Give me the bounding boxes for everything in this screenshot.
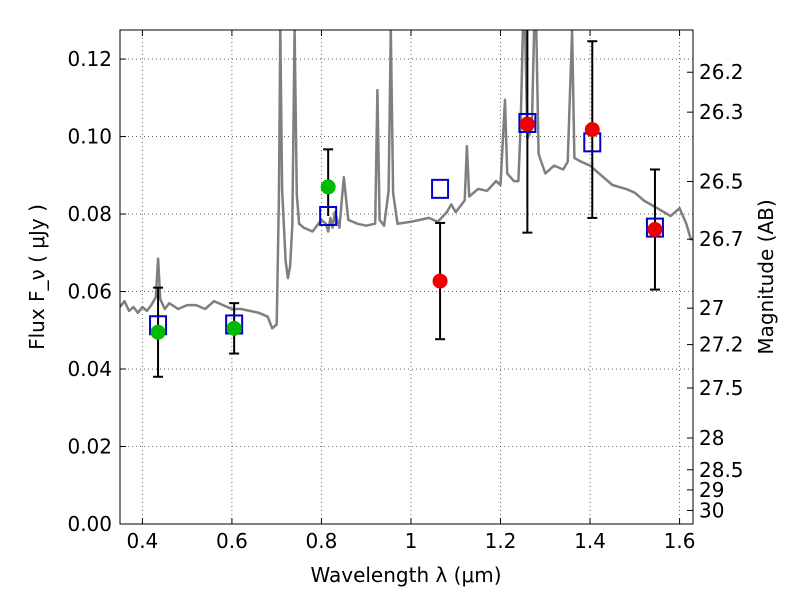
right-tick-label: 26.7: [699, 227, 744, 251]
detection-marker: [320, 179, 336, 195]
right-tick-label: 26.2: [699, 60, 744, 84]
right-tick-label: 30: [699, 498, 724, 522]
right-tick-label: 28: [699, 426, 724, 450]
x-tick-label: 1: [405, 529, 418, 553]
detection-marker: [647, 222, 663, 238]
x-tick-label: 0.4: [126, 529, 158, 553]
model-photometry-marker: [431, 178, 450, 199]
y-tick-label: 0.12: [67, 47, 112, 71]
x-axis-label: Wavelength λ (μm): [310, 563, 501, 587]
right-tick-label: 27.2: [699, 333, 744, 357]
model-photometry-marker: [319, 205, 338, 226]
y-tick-label: 0.08: [67, 202, 112, 226]
x-tick-label: 1.4: [574, 529, 606, 553]
right-tick-label: 26.3: [699, 100, 744, 124]
x-axis: 0.4 0.6 0.8 1 1.2 1.4 1.6: [126, 30, 695, 553]
model-spectrum-line: [120, 30, 693, 330]
x-tick-label: 1.6: [664, 529, 696, 553]
detection-marker: [519, 116, 535, 132]
plot-area: [120, 30, 693, 378]
right-tick-label: 27.5: [699, 376, 744, 400]
y-axis-label: Flux F_ν ( μJy ): [25, 204, 49, 350]
detection-marker: [226, 320, 242, 336]
y-tick-label: 0.04: [67, 357, 112, 381]
grid: [120, 30, 693, 525]
plot-frame: [119, 29, 694, 525]
y-tick-label: 0.02: [67, 435, 112, 459]
detection-marker: [150, 324, 166, 340]
detection-marker: [584, 122, 600, 138]
x-tick-label: 0.8: [306, 529, 338, 553]
y-axis-right-label: Magnitude (AB): [754, 199, 778, 354]
y-tick-label: 0.00: [67, 512, 112, 536]
x-tick-label: 0.6: [216, 529, 248, 553]
y-tick-label: 0.10: [67, 125, 112, 149]
model-photometry-marker: [518, 112, 537, 133]
y-tick-label: 0.06: [67, 280, 112, 304]
detection-marker: [432, 273, 448, 289]
x-tick-label: 1.2: [485, 529, 517, 553]
y-axis-left: 0.00 0.02 0.04 0.06 0.08 0.10 0.12: [67, 47, 126, 536]
right-tick-label: 27: [699, 296, 724, 320]
right-tick-label: 26.5: [699, 169, 744, 193]
right-tick-label: 28.5: [699, 458, 744, 482]
right-tick-label: 29: [699, 478, 724, 502]
